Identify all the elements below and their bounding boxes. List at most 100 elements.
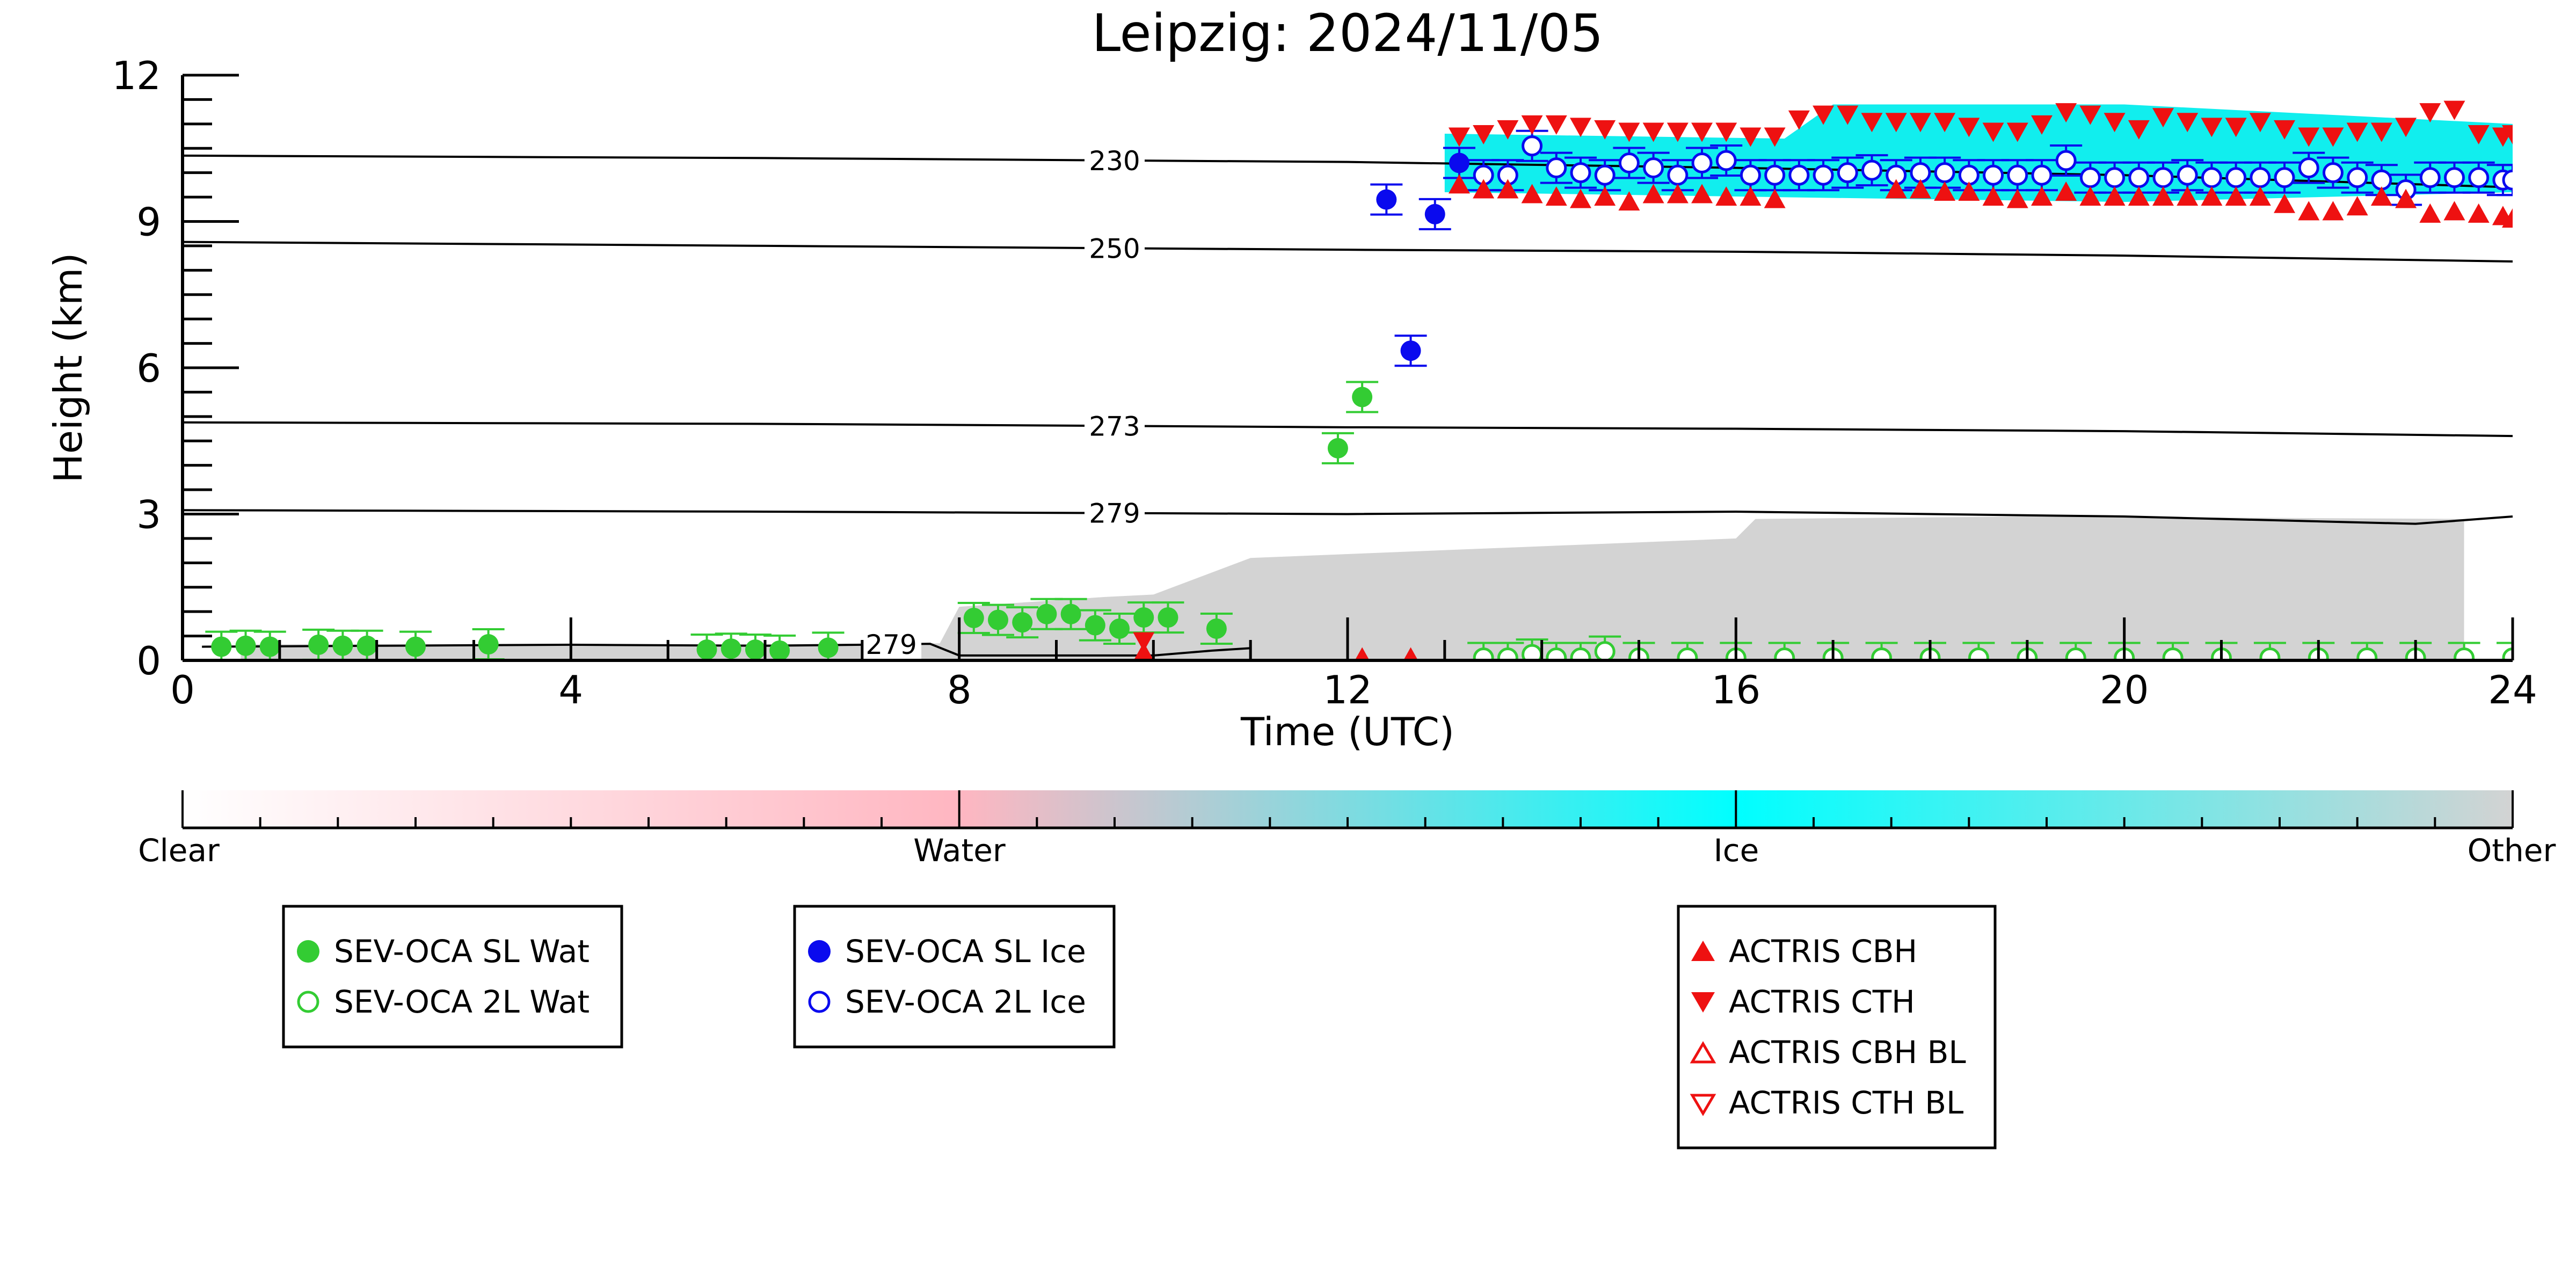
actris-cbh-point xyxy=(2370,186,2392,206)
chart-title: Leipzig: 2024/11/05 xyxy=(1092,3,1604,63)
actris-cbh-point xyxy=(2201,186,2223,206)
isotherm-label: 250 xyxy=(1089,233,1140,264)
sev-oca-sl-wat-point xyxy=(1109,618,1130,639)
actris-cth-point xyxy=(2468,125,2490,144)
actris-cth-point xyxy=(1594,120,1616,140)
x-tick-label: 16 xyxy=(1712,667,1761,712)
actris-cth-point xyxy=(1909,113,1931,133)
sev-oca-2l-ice-point xyxy=(2104,167,2126,188)
actris-cth-point xyxy=(1521,115,1543,135)
sev-oca-sl-wat-point xyxy=(721,638,741,659)
actris-cth-point xyxy=(1715,122,1737,142)
legend-marker-2l-wat xyxy=(297,991,319,1013)
sev-oca-2l-ice-point xyxy=(2347,167,2368,188)
y-axis-label: Height (km) xyxy=(46,253,91,483)
legend-marker-sl-ice xyxy=(808,940,831,963)
sev-oca-sl-wat-point xyxy=(1060,603,1081,624)
sev-oca-2l-ice-point xyxy=(1546,157,1567,179)
sev-oca-2l-ice-point xyxy=(1691,152,1713,173)
actris-cth-point xyxy=(2079,105,2101,125)
sev-oca-2l-wat-point xyxy=(1570,647,1591,660)
actris-cth-point xyxy=(2152,108,2174,128)
sev-oca-sl-wat-point xyxy=(478,634,499,655)
sev-oca-2l-ice-point xyxy=(2468,167,2490,188)
sev-oca-sl-wat-point xyxy=(211,636,232,657)
sev-oca-2l-ice-point xyxy=(1594,164,1616,186)
isotherm-label: 279 xyxy=(1089,498,1140,529)
sev-oca-sl-ice-point xyxy=(1449,152,1469,173)
sev-oca-2l-wat-point xyxy=(2356,647,2378,660)
actris-cbh-point xyxy=(1740,186,1762,206)
sev-oca-2l-ice-point xyxy=(1570,162,1591,184)
actris-cbh-point xyxy=(1448,174,1470,194)
legend-label-actris-cbh-bl: ACTRIS CBH BL xyxy=(1729,1034,1966,1071)
actris-cbh-point xyxy=(1618,191,1640,211)
sev-oca-2l-ice-point xyxy=(1788,164,1810,186)
actris-cth-point xyxy=(2370,122,2392,142)
actris-cth-point xyxy=(2249,113,2271,133)
actris-cth-point xyxy=(2274,120,2296,140)
isotherm-line xyxy=(182,241,2513,263)
y-tick-label: 0 xyxy=(136,638,161,683)
sev-oca-2l-ice-point xyxy=(2298,157,2319,179)
sev-oca-2l-ice-point xyxy=(1813,164,1834,186)
sev-oca-sl-ice-point xyxy=(1424,203,1445,224)
sev-oca-2l-wat-point xyxy=(2259,647,2281,660)
legend-marker-actris-cbh xyxy=(1691,941,1715,961)
actris-cth-point xyxy=(1545,115,1567,135)
sev-oca-sl-ice-point xyxy=(1400,340,1421,361)
actris-cbh-point xyxy=(2177,186,2199,206)
actris-cbh-point xyxy=(1764,188,1786,208)
sev-oca-sl-wat-point xyxy=(696,639,717,660)
actris-cbh-point xyxy=(1667,184,1689,203)
actris-cbh-point xyxy=(1934,181,1956,201)
plot-area: 230 250 273 279 279 0 4 8 12 16 20 24 0 3 6 9 12 xyxy=(112,53,2537,712)
actris-cth-point xyxy=(1473,125,1495,144)
sev-oca-sl-wat-point xyxy=(235,635,256,656)
isotherm-label: 230 xyxy=(1089,145,1140,177)
sev-oca-2l-ice-point xyxy=(2055,150,2077,171)
other-class-region xyxy=(241,516,2464,660)
actris-cth-point xyxy=(1642,122,1664,142)
actris-cbh-point xyxy=(1691,184,1713,203)
isotherm-line xyxy=(182,509,2513,525)
sev-oca-2l-ice-point xyxy=(2007,164,2028,186)
actris-cth-point xyxy=(2104,113,2126,133)
sev-oca-2l-ice-point xyxy=(1861,159,1882,181)
actris-cth-point xyxy=(1788,110,1810,130)
sev-oca-2l-wat-point xyxy=(2162,647,2184,660)
actris-cbh-point xyxy=(2322,201,2344,221)
sev-oca-2l-ice-point xyxy=(1740,164,1761,186)
x-tick-label: 24 xyxy=(2488,667,2537,712)
actris-cbh-point xyxy=(2225,186,2247,206)
colorbar-label-water: Water xyxy=(913,832,1006,869)
isotherm-label-bg xyxy=(861,628,922,661)
actris-cbh-point xyxy=(1545,186,1567,206)
actris-cth-point xyxy=(1618,122,1640,142)
legend-label-sl-ice: SEV-OCA SL Ice xyxy=(845,933,1086,970)
actris-cth-point xyxy=(1740,127,1762,147)
sev-oca-2l-wat-point xyxy=(1871,647,1893,660)
isotherm-label: 279 xyxy=(865,629,916,660)
sev-oca-2l-ice-point xyxy=(1522,135,1543,157)
actris-cth-point xyxy=(1448,127,1470,147)
actris-cbh-point xyxy=(2055,181,2077,201)
actris-cbh-point xyxy=(2502,208,2513,228)
actris-cth-point xyxy=(1570,118,1591,137)
actris-cbh-point xyxy=(2468,203,2490,223)
sev-oca-2l-ice-point xyxy=(2031,164,2053,186)
actris-cth-point xyxy=(2201,118,2223,137)
legend-label-actris-cbh: ACTRIS CBH xyxy=(1729,933,1917,970)
actris-cbh-point xyxy=(1958,181,1980,201)
sev-oca-2l-wat-point xyxy=(2454,647,2475,660)
sev-oca-sl-wat-point xyxy=(356,635,377,656)
sev-oca-2l-ice-point xyxy=(1837,162,1858,184)
actris-cth-point xyxy=(2225,118,2247,137)
sev-oca-2l-ice-point xyxy=(1643,157,1664,179)
sev-oca-2l-ice-point xyxy=(2250,167,2271,188)
y-tick-label: 9 xyxy=(136,200,161,245)
legend-label-actris-cth: ACTRIS CTH xyxy=(1729,984,1915,1020)
legend-label-sl-wat: SEV-OCA SL Wat xyxy=(334,933,590,970)
colorbar-label-ice: Ice xyxy=(1714,832,1759,869)
actris-cbh-point xyxy=(1715,186,1737,206)
